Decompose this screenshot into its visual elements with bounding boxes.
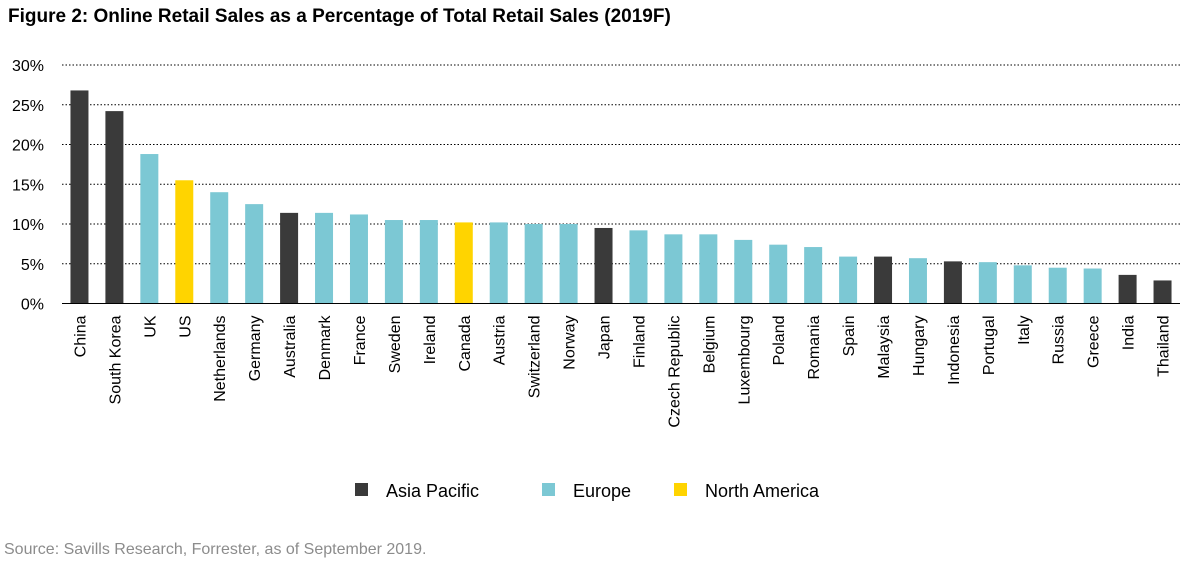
legend-label: North America xyxy=(705,481,820,501)
x-tick-label: Netherlands xyxy=(212,316,229,402)
bar-india xyxy=(1118,274,1137,304)
x-tick-label: Ireland xyxy=(422,316,439,365)
x-axis-ticks: China South Korea UK US Netherlands Germany Au… xyxy=(72,315,1172,428)
x-tick-label: France xyxy=(352,315,369,365)
y-tick-label: 10% xyxy=(12,217,44,234)
x-tick-label: Australia xyxy=(282,315,299,377)
bar-australia xyxy=(280,212,299,304)
bar-denmark xyxy=(315,212,334,304)
x-tick-label: Russia xyxy=(1051,315,1068,364)
bar-germany xyxy=(245,204,264,304)
x-tick-label: Luxembourg xyxy=(736,316,753,405)
legend-swatch xyxy=(355,483,368,496)
y-axis-ticks: 0% 5% 10% 15% 20% 25% 30% xyxy=(12,58,44,314)
bar-greece xyxy=(1083,268,1102,304)
bar-austria xyxy=(489,222,508,304)
bar-china xyxy=(70,90,89,304)
source-note: Source: Savills Research, Forrester, as … xyxy=(4,541,427,558)
y-tick-label: 30% xyxy=(12,58,44,75)
x-tick-label: Finland xyxy=(631,316,648,368)
legend-swatch xyxy=(674,483,687,496)
y-tick-label: 25% xyxy=(12,98,44,115)
x-tick-label: Malaysia xyxy=(876,315,893,378)
y-tick-label: 20% xyxy=(12,138,44,155)
bar-portugal xyxy=(978,262,997,304)
x-tick-label: Portugal xyxy=(981,316,998,376)
bar-france xyxy=(349,214,368,304)
bar-finland xyxy=(629,230,648,304)
x-tick-label: Greece xyxy=(1086,315,1103,368)
bar-romania xyxy=(804,247,823,304)
x-tick-label: Romania xyxy=(806,315,823,379)
x-tick-label: Hungary xyxy=(911,316,928,376)
bar-ireland xyxy=(419,220,438,304)
x-tick-label: Czech Republic xyxy=(666,316,683,428)
x-tick-label: Norway xyxy=(562,316,579,370)
bar-spain xyxy=(839,256,858,304)
x-tick-label: Canada xyxy=(457,315,474,371)
x-tick-label: Austria xyxy=(492,315,509,365)
x-tick-label: India xyxy=(1121,315,1138,350)
bar-thailand xyxy=(1153,280,1172,304)
bar-norway xyxy=(559,224,578,304)
legend-label: Europe xyxy=(573,481,631,501)
bar-japan xyxy=(594,227,613,304)
y-tick-label: 15% xyxy=(12,177,44,194)
x-tick-label: Belgium xyxy=(701,316,718,374)
bar-switzerland xyxy=(524,224,543,304)
bar-czech-republic xyxy=(664,234,683,304)
bar-italy xyxy=(1013,265,1032,304)
bar-indonesia xyxy=(943,261,962,304)
y-tick-label: 5% xyxy=(21,257,44,274)
x-tick-label: Germany xyxy=(247,316,264,382)
bar-chart: 0% 5% 10% 15% 20% 25% 30% China South Korea UK US… xyxy=(12,58,1180,501)
y-tick-label: 0% xyxy=(21,297,44,314)
bar-luxembourg xyxy=(734,239,753,304)
x-tick-label: Spain xyxy=(841,316,858,357)
x-tick-label: US xyxy=(177,316,194,338)
bar-uk xyxy=(140,154,159,304)
x-tick-label: Japan xyxy=(597,316,614,360)
bar-sweden xyxy=(384,220,403,304)
bar-south-korea xyxy=(105,111,124,304)
x-tick-label: Thailand xyxy=(1156,316,1173,377)
legend-label: Asia Pacific xyxy=(386,481,479,501)
x-tick-label: Italy xyxy=(1016,316,1033,345)
x-tick-label: Poland xyxy=(771,316,788,366)
bars xyxy=(70,90,1172,304)
x-tick-label: South Korea xyxy=(107,315,124,404)
x-tick-label: Switzerland xyxy=(527,316,544,399)
x-tick-label: Sweden xyxy=(387,316,404,374)
bar-canada xyxy=(454,222,473,304)
x-tick-label: UK xyxy=(142,315,159,338)
x-tick-label: China xyxy=(72,315,89,357)
legend-swatch xyxy=(542,483,555,496)
bar-netherlands xyxy=(210,192,229,304)
x-tick-label: Denmark xyxy=(317,315,334,381)
bar-belgium xyxy=(699,234,718,304)
bar-hungary xyxy=(908,258,927,304)
x-tick-label: Indonesia xyxy=(946,315,963,384)
bar-malaysia xyxy=(874,256,893,304)
bar-us xyxy=(175,180,194,304)
bar-russia xyxy=(1048,267,1067,304)
bar-poland xyxy=(769,244,788,304)
chart-title: Figure 2: Online Retail Sales as a Perce… xyxy=(8,6,671,27)
legend: Asia Pacific Europe North America xyxy=(355,481,820,501)
gridlines xyxy=(62,64,1180,265)
